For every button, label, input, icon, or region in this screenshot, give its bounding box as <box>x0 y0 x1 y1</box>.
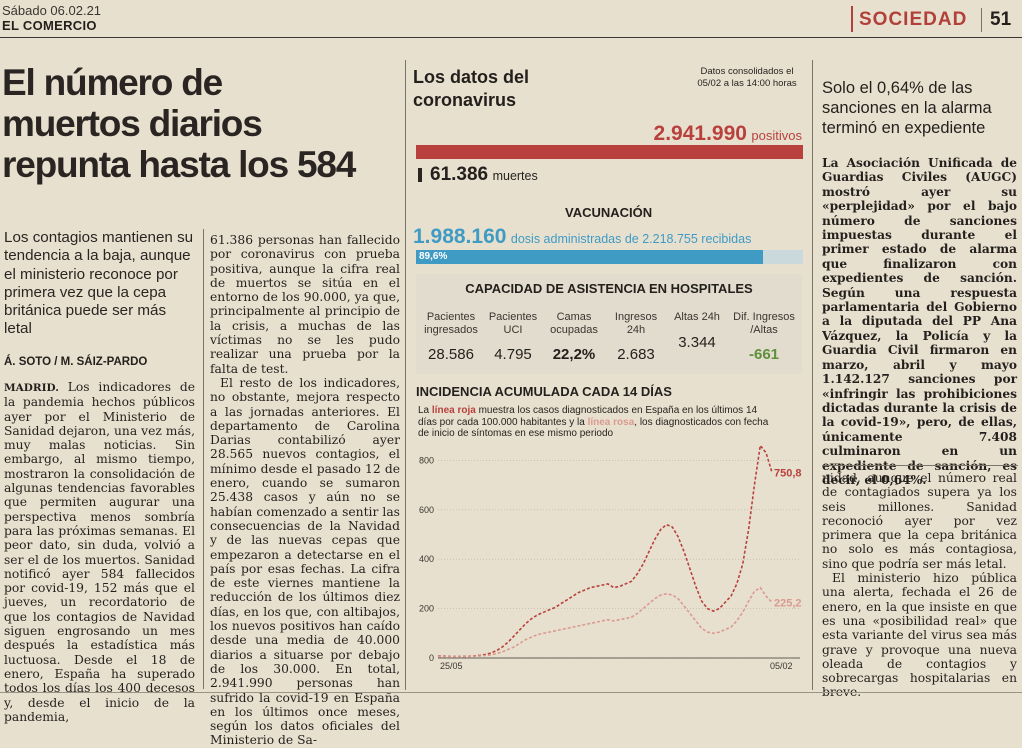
headline-line-2: muertos diarios <box>2 103 263 144</box>
y-tick-label: 600 <box>419 505 434 515</box>
positivos-bar <box>416 145 803 159</box>
x-tick-label: 25/05 <box>440 661 463 671</box>
col-divider-3 <box>812 60 813 690</box>
hosp-value: -661 <box>748 346 780 363</box>
hosp-value: 28.586 <box>428 346 474 363</box>
hosp-cell: Dif. Ingresos /Altas -661 <box>728 311 800 363</box>
vacunacion-row: 1.988.160 dosis administradas de 2.218.7… <box>413 225 751 249</box>
hosp-value: 3.344 <box>678 333 716 351</box>
positivos-label-row: 2.941.990 positivos <box>416 122 802 146</box>
incidencia-text-3: , los diagnosticados con fecha de inicio… <box>418 416 769 440</box>
hosp-cell: Pacientes UCI 4.795 <box>484 311 542 363</box>
red-series-line <box>437 443 773 658</box>
section-label: SOCIEDAD <box>859 9 968 30</box>
incidencia-text-2: muestra los casos diagnosticados en Espa… <box>418 405 758 428</box>
incidencia-title: INCIDENCIA ACUMULADA CADA 14 DÍAS <box>416 384 672 399</box>
incidencia-pink-label: línea rosa <box>587 416 635 428</box>
hosp-cell: Ingresos 24h 2.683 <box>606 311 666 363</box>
masthead-date: Sábado 06.02.21 <box>2 3 102 18</box>
vacunacion-value: 1.988.160 <box>413 225 507 248</box>
section-divider-right <box>981 8 982 32</box>
pink-end-label: 225,2 <box>774 597 802 609</box>
positivos-value: 2.941.990 <box>653 122 747 145</box>
hosp-value: 22,2% <box>552 346 596 363</box>
masthead-rule <box>0 37 1022 38</box>
vacunacion-fill <box>416 250 763 264</box>
hospitales-title: CAPACIDAD DE ASISTENCIA EN HOSPITALES <box>465 281 753 296</box>
vacunacion-title: VACUNACIÓN <box>565 205 653 220</box>
article-col-2: 61.386 personas han fallecido por corona… <box>210 233 400 748</box>
main-headline: El número de muertos diarios repunta has… <box>2 62 356 185</box>
positivos-label: positivos <box>751 128 802 143</box>
hosp-cell: Pacientes ingresados 28.586 <box>418 311 484 363</box>
hosp-label: Pacientes ingresados <box>424 311 478 336</box>
pink-series-line <box>437 586 773 658</box>
incidencia-legend: La línea roja muestra los casos diagnost… <box>418 405 778 440</box>
hosp-cell: Camas ocupadas 22,2% <box>543 311 605 363</box>
infographic-title: Los datos del coronavirus <box>413 67 530 110</box>
headline-line-1: El número de <box>2 62 223 103</box>
dateline: MADRID. <box>4 382 59 394</box>
hosp-label: Camas ocupadas <box>550 311 598 336</box>
article-col-1: MADRID. Los indicadores de la pandemia h… <box>4 380 195 724</box>
vacunacion-track: 89,6% <box>416 250 803 264</box>
hosp-cell: Altas 24h 3.344 <box>667 311 727 351</box>
hosp-label: Altas 24h <box>674 311 720 323</box>
hosp-value: 4.795 <box>494 346 532 363</box>
vacunacion-pct: 89,6% <box>419 251 448 262</box>
y-tick-label: 0 <box>429 653 434 663</box>
incidencia-text-1: La <box>418 405 430 416</box>
x-tick-label: 05/02 <box>770 661 793 671</box>
byline: Á. SOTO / M. SÁIZ-PARDO <box>4 356 148 368</box>
muertes-bar <box>418 168 422 182</box>
col-divider-1 <box>203 229 204 689</box>
section-divider-left <box>851 6 853 32</box>
sidebar-headline: Solo el 0,64% de las sanciones en la ala… <box>822 79 992 137</box>
footer-rule <box>0 692 1022 693</box>
muertes-label: muertes <box>492 169 538 183</box>
hospitales-panel <box>416 274 802 374</box>
subhead: Los contagios mantienen su tendencia a l… <box>4 229 194 338</box>
sidebar-lead: La Asociación Unificada de Guardias Civi… <box>822 156 1017 487</box>
incidencia-chart: 0 200 400 600 800 25/05 05/02 750,8 225,2 <box>419 443 802 671</box>
muertes-row: 61.386 muertes <box>430 164 538 186</box>
sidebar-rule <box>822 465 1018 466</box>
y-tick-label: 400 <box>419 554 434 564</box>
y-tick-label: 800 <box>419 455 434 465</box>
incidencia-red-label: línea roja <box>431 405 476 416</box>
vacunacion-text: dosis administradas de 2.218.755 recibid… <box>510 232 752 246</box>
muertes-value: 61.386 <box>430 164 489 185</box>
sidebar-body-p1: nidad, aunque el número real de contagia… <box>822 471 1017 571</box>
headline-line-3: repunta hasta los 584 <box>2 144 356 185</box>
hosp-label: Dif. Ingresos /Altas <box>733 311 795 336</box>
hosp-value: 2.683 <box>617 346 655 363</box>
page-number: 51 <box>990 9 1012 30</box>
article-col-2-p1: 61.386 personas han fallecido por corona… <box>210 233 400 376</box>
sidebar-body-p2: El ministerio hizo pública una alerta, f… <box>822 571 1017 700</box>
infographic-note: Datos consolidados el 05/02 a las 14:00 … <box>697 66 797 89</box>
sidebar-body: nidad, aunque el número real de contagia… <box>822 471 1017 700</box>
article-col-1-text: Los indicadores de la pandemia hechos pú… <box>4 380 195 724</box>
masthead-paper: EL COMERCIO <box>2 18 97 33</box>
hosp-label: Ingresos 24h <box>614 311 658 336</box>
red-end-label: 750,8 <box>774 468 802 480</box>
col-divider-2 <box>405 60 406 690</box>
y-tick-label: 200 <box>419 604 434 614</box>
hosp-label: Pacientes UCI <box>488 311 538 336</box>
